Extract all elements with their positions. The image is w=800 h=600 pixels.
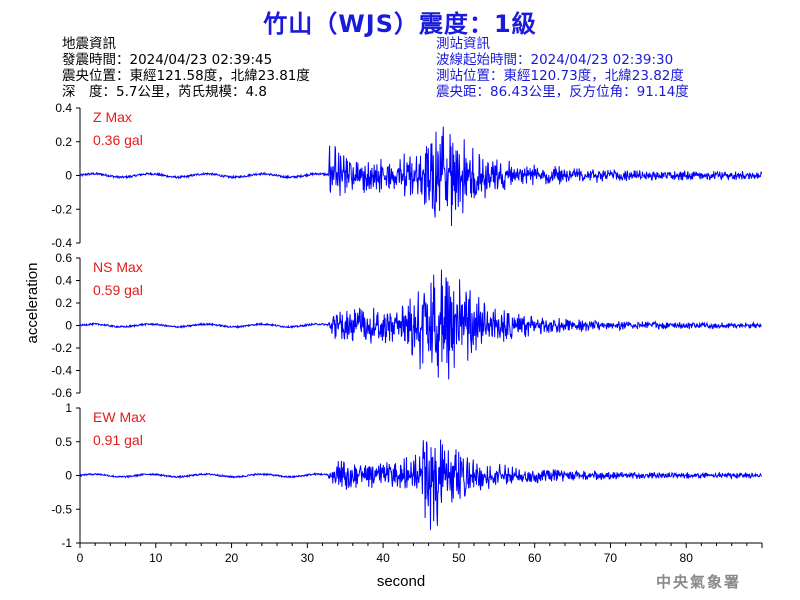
x-tick-label: 40 (376, 551, 390, 565)
max-label-ew: EW Max (93, 409, 146, 425)
x-tick-label: 20 (225, 551, 239, 565)
y-tick-label: 0.2 (55, 296, 72, 310)
x-tick-label: 30 (301, 551, 315, 565)
x-tick-label: 70 (604, 551, 618, 565)
y-tick-label: -1 (61, 536, 72, 550)
station-location: 測站位置：東經120.73度，北緯23.82度 (436, 68, 684, 84)
max-label-z: Z Max (93, 109, 132, 125)
max-value-ns: 0.59 gal (93, 282, 143, 298)
max-label-ns: NS Max (93, 259, 143, 275)
y-tick-label: 0 (65, 319, 72, 333)
x-tick-label: 50 (452, 551, 466, 565)
epicenter-location: 震央位置：東經121.58度，北緯23.81度 (62, 68, 310, 84)
station-info: 測站資訊 波線起始時間：2024/04/23 02:39:30 測站位置：東經1… (436, 36, 689, 100)
x-axis-label: second (377, 573, 425, 590)
y-axis-label: acceleration (24, 263, 41, 344)
y-tick-label: -0.2 (51, 202, 72, 216)
page-title: 竹山（WJS）震度：1級 (263, 10, 537, 38)
y-tick-label: -0.6 (51, 386, 72, 400)
y-tick-label: -0.2 (51, 341, 72, 355)
x-tick-label: 60 (528, 551, 542, 565)
agency-watermark: 中央氣象署 (656, 573, 742, 591)
y-tick-label: 0.4 (55, 274, 72, 288)
max-value-ew: 0.91 gal (93, 432, 143, 448)
epicentral-distance: 震央距：86.43公里，反方位角：91.14度 (436, 84, 689, 100)
trace-ew (79, 439, 762, 530)
y-tick-label: 0.4 (55, 101, 72, 115)
y-tick-label: 0.5 (55, 435, 72, 449)
panel-z: -0.4 -0.2 0 0.2 0.4 Z Max 0.36 gal (51, 101, 762, 250)
event-info-header: 地震資訊 (62, 36, 116, 52)
y-tick-label: 0 (65, 469, 72, 483)
station-info-header: 測站資訊 (436, 36, 490, 52)
x-tick-label: 80 (680, 551, 694, 565)
x-tick-label: 10 (149, 551, 163, 565)
y-tick-label: 1 (65, 401, 72, 415)
y-tick-label: -0.5 (51, 502, 72, 516)
y-tick-label: -0.4 (51, 364, 72, 378)
y-tick-label: 0.2 (55, 135, 72, 149)
max-value-z: 0.36 gal (93, 132, 143, 148)
depth-magnitude: 深 度：5.7公里，芮氏規模：4.8 (62, 84, 267, 100)
x-tick-label: 0 (77, 551, 84, 565)
trace-z (79, 126, 762, 227)
y-tick-label: 0.6 (55, 251, 72, 265)
y-tick-label: 0 (65, 169, 72, 183)
panel-ew: -1 -0.5 0 0.5 1 EW Max 0.91 gal (51, 401, 762, 550)
event-info: 地震資訊 發震時間：2024/04/23 02:39:45 震央位置：東經121… (62, 36, 310, 100)
wave-start-time: 波線起始時間：2024/04/23 02:39:30 (436, 52, 674, 68)
trace-ns (79, 269, 762, 380)
panel-ns: -0.6 -0.4 -0.2 0 0.2 0.4 0.6 NS Max 0.59 gal (51, 251, 762, 400)
y-tick-label: -0.4 (51, 236, 72, 250)
event-time: 發震時間：2024/04/23 02:39:45 (62, 52, 273, 68)
